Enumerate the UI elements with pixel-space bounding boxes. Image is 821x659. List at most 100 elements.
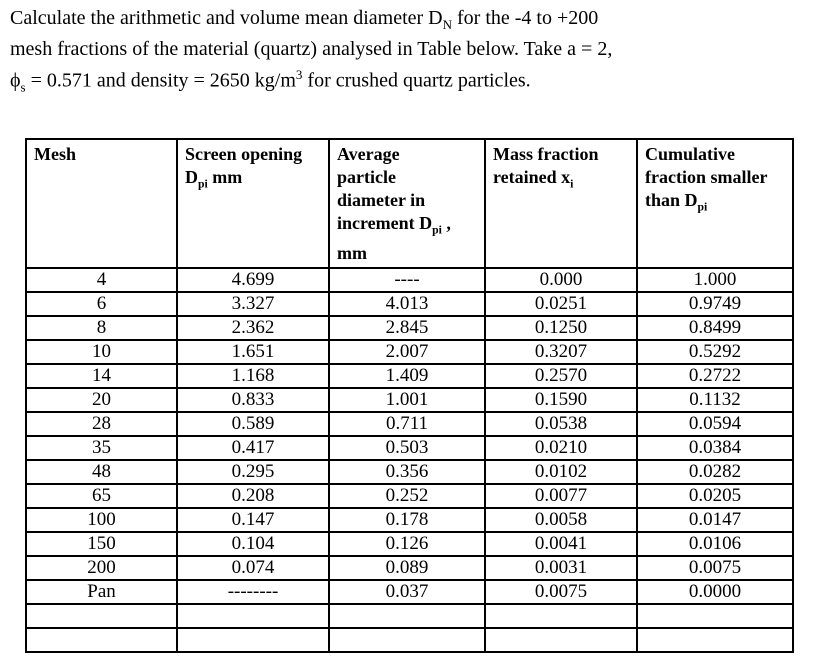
table-cell: 0.104: [176, 530, 330, 557]
table-cell: 0.589: [176, 410, 330, 437]
table-cell: 0.0058: [484, 506, 638, 533]
superscript-3: 3: [295, 67, 303, 82]
column-header-mesh: Mesh: [25, 138, 178, 269]
table-row: [25, 626, 794, 653]
table-cell: ----: [328, 266, 486, 293]
table-cell: 150: [25, 530, 178, 557]
header-line: Average: [337, 144, 400, 164]
table-cell: 1.000: [636, 266, 794, 293]
table-cell: 6: [25, 290, 178, 317]
table-cell: 0.2722: [636, 362, 794, 389]
table-cell: 1.001: [328, 386, 486, 413]
table-cell: --------: [176, 578, 330, 605]
table-cell: 35: [25, 434, 178, 461]
header-comma: ,: [441, 213, 451, 233]
header-line: fraction smaller: [645, 167, 768, 187]
problem-line1-text: Calculate the arithmetic and volume mean…: [10, 7, 443, 29]
table-cell: 0.356: [328, 458, 486, 485]
table-cell: 0.074: [176, 554, 330, 581]
table-cell: [25, 626, 178, 653]
subscript-pi: pi: [432, 223, 442, 237]
header-line: increment: [337, 213, 420, 233]
table-cell: 0.0075: [484, 578, 638, 605]
table-cell: 100: [25, 506, 178, 533]
table-cell: [176, 626, 330, 653]
table-cell: 0.000: [484, 266, 638, 293]
table-cell: 1.168: [176, 362, 330, 389]
table-cell: 0.0594: [636, 410, 794, 437]
table-cell: 0.503: [328, 434, 486, 461]
table-row: 100 0.147 0.178 0.0058 0.0147: [25, 506, 794, 533]
table-cell: 20: [25, 386, 178, 413]
symbol-D: D: [419, 213, 433, 233]
table-cell: 0.0000: [636, 578, 794, 605]
table-cell: 4: [25, 266, 178, 293]
problem-line3-tail: for crushed quartz particles.: [302, 69, 531, 92]
table-cell: 0.0077: [484, 482, 638, 509]
table-header: Mesh Screen opening Dpi mm Average parti…: [25, 138, 794, 269]
subscript-i: i: [570, 177, 574, 191]
symbol-D: D: [684, 190, 698, 210]
table-row: 8 2.362 2.845 0.1250 0.8499: [25, 314, 794, 341]
header-line: Cumulative: [645, 144, 735, 164]
table-cell: 0.252: [328, 482, 486, 509]
table-cell: 4.699: [176, 266, 330, 293]
table-cell: 2.362: [176, 314, 330, 341]
table-cell: 0.295: [176, 458, 330, 485]
table-cell: 0.2570: [484, 362, 638, 389]
table-cell: 0.833: [176, 386, 330, 413]
header-line: Mass fraction: [493, 144, 599, 164]
table-cell: 0.1132: [636, 386, 794, 413]
problem-line3-text: = 0.571 and density = 2650 kg/m: [25, 69, 296, 92]
table-row: 28 0.589 0.711 0.0538 0.0594: [25, 410, 794, 437]
table-cell: 0.711: [328, 410, 486, 437]
column-header-cumulative-fraction: Cumulative fraction smaller than Dpi: [636, 138, 794, 269]
table-cell: 0.037: [328, 578, 486, 605]
table-cell: 0.0041: [484, 530, 638, 557]
table-cell: 3.327: [176, 290, 330, 317]
problem-statement: Calculate the arithmetic and volume mean…: [10, 6, 690, 100]
table-cell: 0.0106: [636, 530, 794, 557]
table-cell: 0.5292: [636, 338, 794, 365]
subscript-pi: pi: [198, 177, 208, 191]
column-header-screen-opening: Screen opening Dpi mm: [176, 138, 330, 269]
table-cell: 0.1590: [484, 386, 638, 413]
symbol-x: x: [561, 167, 571, 187]
header-unit: mm: [207, 167, 243, 187]
table-cell: [484, 602, 638, 629]
header-line: than: [645, 190, 685, 210]
table-cell: 14: [25, 362, 178, 389]
table-body: 4 4.699 ---- 0.000 1.000 6 3.327 4.013 0.0251 0.9…: [25, 266, 794, 653]
table-row: Pan -------- 0.037 0.0075 0.0000: [25, 578, 794, 605]
table-cell: 0.0205: [636, 482, 794, 509]
table-cell: 0.208: [176, 482, 330, 509]
table-cell: 0.0210: [484, 434, 638, 461]
table-cell: [328, 602, 486, 629]
table-cell: 28: [25, 410, 178, 437]
table-cell: 2.845: [328, 314, 486, 341]
problem-line2-text: mesh fractions of the material (quartz) …: [10, 38, 613, 60]
table-cell: 0.0075: [636, 554, 794, 581]
table-cell: 0.0538: [484, 410, 638, 437]
header-text: Mesh: [34, 144, 76, 164]
table-row: 150 0.104 0.126 0.0041 0.0106: [25, 530, 794, 557]
column-header-avg-diameter: Average particle diameter in increment D…: [328, 138, 486, 269]
table-row: 14 1.168 1.409 0.2570 0.2722: [25, 362, 794, 389]
table-cell: 0.126: [328, 530, 486, 557]
table-cell: 65: [25, 482, 178, 509]
header-unit: mm: [337, 242, 367, 263]
table-row: [25, 602, 794, 629]
table-row: 65 0.208 0.252 0.0077 0.0205: [25, 482, 794, 509]
table-cell: 0.0384: [636, 434, 794, 461]
table-cell: 0.9749: [636, 290, 794, 317]
phi-symbol: ϕ: [10, 69, 21, 92]
table-row: 35 0.417 0.503 0.0210 0.0384: [25, 434, 794, 461]
table-row: 200 0.074 0.089 0.0031 0.0075: [25, 554, 794, 581]
table-cell: 0.0147: [636, 506, 794, 533]
table-cell: 0.0102: [484, 458, 638, 485]
column-header-mass-fraction: Mass fraction retained xi: [484, 138, 638, 269]
header-line: particle: [337, 167, 396, 187]
table-cell: [25, 602, 178, 629]
table-cell: 1.651: [176, 338, 330, 365]
table-row: 10 1.651 2.007 0.3207 0.5292: [25, 338, 794, 365]
